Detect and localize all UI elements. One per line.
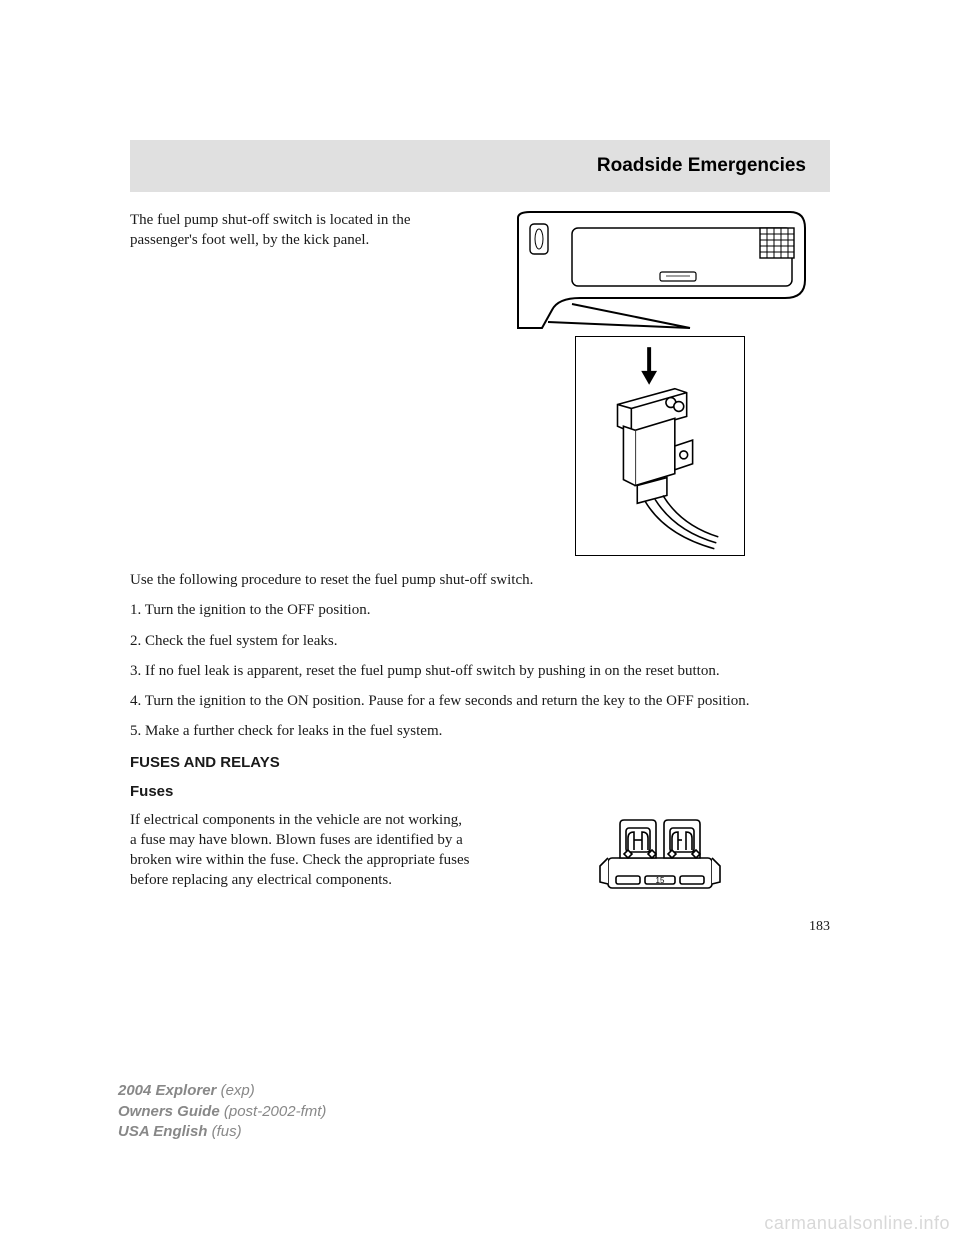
switch-detail-box: [575, 336, 745, 556]
subsection-heading-fuses: Fuses: [130, 783, 830, 800]
fuse-rating-label: 15: [656, 876, 665, 885]
fuses-row: If electrical components in the vehicle …: [130, 810, 830, 901]
intro-row: The fuel pump shut-off switch is located…: [130, 210, 830, 556]
illustration-col: [490, 210, 830, 556]
fuses-illustration-col: 15: [490, 810, 830, 901]
fuses-text-col: If electrical components in the vehicle …: [130, 810, 470, 901]
step-4: 4. Turn the ignition to the ON position.…: [130, 691, 830, 711]
footer-lang-code: (fus): [212, 1123, 242, 1140]
footer-block: 2004 Explorer (exp) Owners Guide (post-2…: [118, 1081, 326, 1142]
intro-paragraph: The fuel pump shut-off switch is located…: [130, 210, 470, 251]
fuse-illustration: 15: [590, 810, 730, 900]
procedure-intro: Use the following procedure to reset the…: [130, 570, 830, 590]
watermark: carmanualsonline.info: [764, 1213, 950, 1234]
footer-line-1: 2004 Explorer (exp): [118, 1081, 326, 1101]
footer-guide-code: (post-2002-fmt): [224, 1103, 327, 1120]
step-2: 2. Check the fuel system for leaks.: [130, 631, 830, 651]
page-number: 183: [130, 919, 830, 935]
footer-guide: Owners Guide: [118, 1103, 220, 1120]
footer-line-2: Owners Guide (post-2002-fmt): [118, 1102, 326, 1122]
footer-model-code: (exp): [221, 1082, 255, 1099]
section-heading-fuses-relays: FUSES AND RELAYS: [130, 754, 830, 771]
shutoff-switch-illustration: [576, 336, 744, 556]
chapter-title: Roadside Emergencies: [597, 155, 806, 177]
footer-line-3: USA English (fus): [118, 1122, 326, 1142]
header-band: Roadside Emergencies: [130, 140, 830, 192]
dashboard-illustration: [510, 210, 810, 330]
intro-text-col: The fuel pump shut-off switch is located…: [130, 210, 470, 556]
step-3: 3. If no fuel leak is apparent, reset th…: [130, 661, 830, 681]
page-content: Roadside Emergencies The fuel pump shut-…: [0, 0, 960, 935]
fuses-paragraph: If electrical components in the vehicle …: [130, 810, 470, 891]
step-5: 5. Make a further check for leaks in the…: [130, 721, 830, 741]
step-1: 1. Turn the ignition to the OFF position…: [130, 600, 830, 620]
footer-lang: USA English: [118, 1123, 207, 1140]
footer-model: 2004 Explorer: [118, 1082, 216, 1099]
